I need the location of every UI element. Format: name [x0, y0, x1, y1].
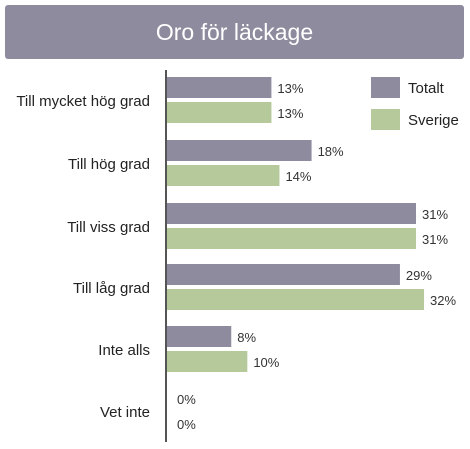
bar-totalt: [167, 140, 312, 161]
legend-swatch-sverige: [371, 109, 400, 130]
data-label: 14%: [285, 169, 311, 184]
data-label: 32%: [430, 293, 456, 308]
category-label: Vet inte: [100, 404, 150, 421]
data-label: 0%: [177, 392, 196, 407]
category-label: Till låg grad: [73, 280, 150, 297]
bar-sverige: [167, 165, 280, 186]
category-label: Till viss grad: [67, 219, 150, 236]
data-label: 31%: [422, 232, 448, 247]
bar-totalt: [167, 264, 400, 285]
data-label: 31%: [422, 207, 448, 222]
bar-sverige: [167, 228, 416, 249]
bar-sverige: [167, 289, 425, 310]
legend-label-totalt: Totalt: [408, 80, 445, 97]
chart-title: Oro för läckage: [155, 19, 314, 45]
data-label: 13%: [277, 106, 303, 121]
legend-swatch-totalt: [371, 77, 400, 98]
bar-totalt: [167, 326, 232, 347]
data-label: 8%: [237, 330, 256, 345]
category-label: Till mycket hög grad: [16, 93, 150, 110]
chart-title-bar: Oro för läckage: [5, 5, 464, 59]
category-label: Inte alls: [98, 342, 150, 359]
bar-totalt: [167, 203, 416, 224]
data-label: 29%: [406, 268, 432, 283]
category-label: Till hög grad: [68, 156, 150, 173]
bar-sverige: [167, 102, 272, 123]
data-label: 10%: [253, 355, 279, 370]
bar-sverige: [167, 351, 248, 372]
data-label: 18%: [318, 144, 344, 159]
bar-totalt: [167, 77, 272, 98]
legend-label-sverige: Sverige: [408, 112, 459, 129]
data-label: 13%: [277, 81, 303, 96]
data-label: 0%: [177, 417, 196, 432]
